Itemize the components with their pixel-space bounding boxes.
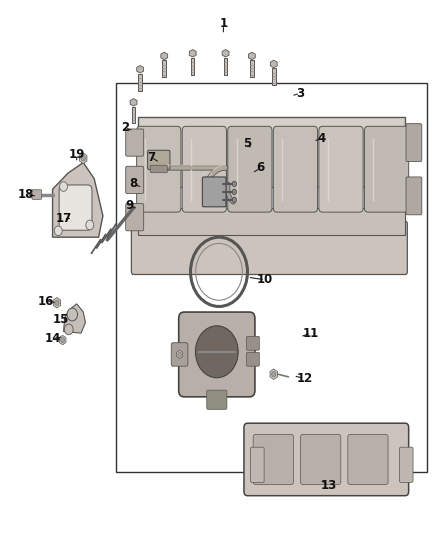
Text: 19: 19	[68, 148, 85, 161]
FancyBboxPatch shape	[250, 60, 254, 77]
FancyBboxPatch shape	[138, 74, 142, 91]
FancyBboxPatch shape	[182, 126, 226, 212]
Text: 11: 11	[303, 327, 319, 340]
FancyBboxPatch shape	[251, 447, 264, 482]
FancyBboxPatch shape	[148, 150, 170, 169]
Text: 17: 17	[55, 212, 72, 225]
FancyBboxPatch shape	[207, 390, 227, 409]
Polygon shape	[189, 50, 196, 57]
FancyBboxPatch shape	[131, 221, 407, 274]
Text: 9: 9	[125, 199, 133, 212]
Polygon shape	[270, 60, 277, 68]
FancyBboxPatch shape	[179, 312, 255, 397]
Circle shape	[232, 181, 237, 187]
FancyBboxPatch shape	[191, 58, 194, 75]
Text: 10: 10	[257, 273, 273, 286]
Circle shape	[54, 226, 62, 236]
Text: 15: 15	[53, 313, 70, 326]
Text: 18: 18	[18, 188, 35, 201]
FancyBboxPatch shape	[126, 129, 144, 156]
Polygon shape	[64, 304, 85, 333]
FancyBboxPatch shape	[202, 177, 226, 207]
Text: 13: 13	[320, 479, 337, 491]
FancyBboxPatch shape	[171, 343, 188, 366]
Polygon shape	[138, 208, 405, 235]
FancyBboxPatch shape	[224, 58, 227, 75]
FancyBboxPatch shape	[272, 68, 276, 85]
FancyBboxPatch shape	[399, 447, 413, 482]
FancyBboxPatch shape	[247, 352, 259, 366]
Polygon shape	[53, 297, 61, 308]
FancyBboxPatch shape	[150, 165, 167, 173]
Text: 7: 7	[147, 151, 155, 164]
FancyBboxPatch shape	[253, 434, 293, 484]
Text: 1: 1	[219, 18, 227, 30]
FancyBboxPatch shape	[247, 336, 259, 350]
Polygon shape	[138, 117, 405, 187]
FancyBboxPatch shape	[364, 126, 409, 212]
Circle shape	[195, 326, 238, 378]
FancyBboxPatch shape	[59, 185, 92, 230]
Text: 2: 2	[121, 122, 129, 134]
Polygon shape	[248, 52, 255, 60]
Polygon shape	[53, 163, 103, 237]
Text: 3: 3	[296, 87, 304, 100]
Polygon shape	[79, 153, 87, 164]
FancyBboxPatch shape	[126, 166, 144, 193]
Polygon shape	[222, 50, 229, 57]
Bar	[116, 83, 427, 472]
FancyBboxPatch shape	[162, 60, 166, 77]
FancyBboxPatch shape	[228, 126, 272, 212]
Circle shape	[272, 372, 276, 377]
Circle shape	[67, 308, 78, 321]
Circle shape	[232, 189, 237, 195]
FancyBboxPatch shape	[300, 434, 341, 484]
FancyBboxPatch shape	[32, 190, 42, 199]
FancyBboxPatch shape	[348, 434, 388, 484]
Circle shape	[86, 220, 94, 230]
FancyBboxPatch shape	[406, 124, 422, 161]
FancyBboxPatch shape	[137, 126, 181, 212]
FancyBboxPatch shape	[319, 126, 363, 212]
Polygon shape	[130, 99, 137, 106]
Polygon shape	[177, 350, 183, 359]
Polygon shape	[270, 369, 278, 379]
Circle shape	[61, 338, 64, 342]
Text: 16: 16	[38, 295, 54, 308]
Text: 6: 6	[257, 161, 265, 174]
Text: 4: 4	[318, 132, 326, 145]
FancyBboxPatch shape	[126, 204, 144, 231]
Circle shape	[178, 352, 181, 357]
Text: 14: 14	[44, 332, 61, 345]
Circle shape	[232, 197, 237, 203]
Text: 8: 8	[130, 177, 138, 190]
Circle shape	[55, 300, 59, 305]
FancyBboxPatch shape	[244, 423, 409, 496]
FancyBboxPatch shape	[273, 126, 318, 212]
Circle shape	[60, 182, 67, 191]
Polygon shape	[137, 66, 144, 73]
FancyBboxPatch shape	[406, 177, 422, 215]
Circle shape	[81, 156, 85, 161]
Text: 12: 12	[296, 372, 313, 385]
Polygon shape	[161, 52, 168, 60]
Polygon shape	[59, 335, 66, 345]
Circle shape	[64, 324, 73, 335]
Text: 5: 5	[244, 138, 251, 150]
FancyBboxPatch shape	[132, 107, 135, 123]
